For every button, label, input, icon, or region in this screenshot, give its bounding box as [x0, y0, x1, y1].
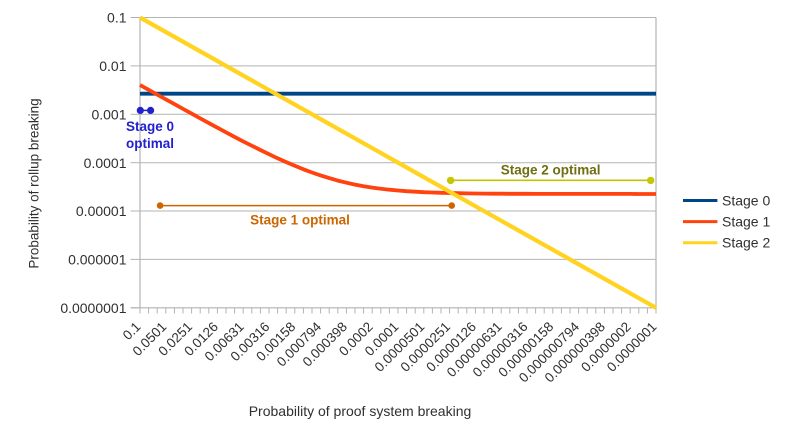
svg-text:Stage 1: Stage 1	[722, 213, 770, 229]
svg-text:optimal: optimal	[126, 136, 174, 151]
svg-text:Probability of rollup breaking: Probability of rollup breaking	[27, 98, 42, 268]
svg-text:0.000001: 0.000001	[68, 252, 127, 268]
svg-text:Stage 2 optimal: Stage 2 optimal	[501, 163, 601, 178]
svg-text:Stage 0: Stage 0	[722, 192, 770, 208]
svg-text:0.0000001: 0.0000001	[60, 300, 126, 316]
svg-text:Stage 2: Stage 2	[722, 235, 770, 251]
svg-text:0.00001: 0.00001	[76, 203, 127, 219]
svg-text:Stage 1 optimal: Stage 1 optimal	[250, 213, 350, 228]
svg-text:0.1: 0.1	[107, 10, 127, 26]
svg-text:Stage 0: Stage 0	[126, 119, 174, 134]
svg-text:0.0001: 0.0001	[84, 155, 127, 171]
svg-text:0.001: 0.001	[91, 106, 126, 122]
svg-text:Probability of proof system br: Probability of proof system breaking	[249, 403, 472, 419]
svg-text:0.01: 0.01	[99, 58, 126, 74]
